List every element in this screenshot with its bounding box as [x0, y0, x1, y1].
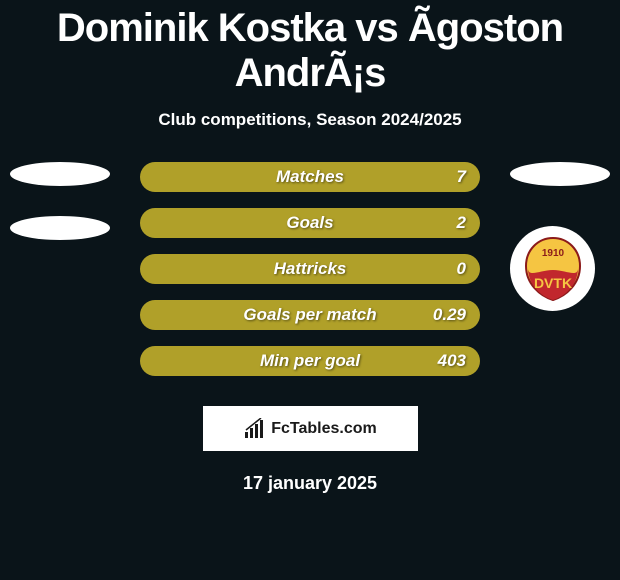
stat-value-right: 0 [457, 259, 466, 279]
stat-label: Min per goal [260, 351, 360, 371]
svg-text:DVTK: DVTK [533, 275, 571, 291]
dvtk-logo-icon: 1910 DVTK [518, 234, 588, 304]
page-title: Dominik Kostka vs Ãgoston AndrÃ¡s [0, 0, 620, 96]
stat-bar-hattricks: Hattricks 0 [140, 254, 480, 284]
stat-value-right: 2 [457, 213, 466, 233]
stat-bar-goals-per-match: Goals per match 0.29 [140, 300, 480, 330]
stat-bar-goals: Goals 2 [140, 208, 480, 238]
subtitle: Club competitions, Season 2024/2025 [0, 110, 620, 130]
stat-value-right: 0.29 [433, 305, 466, 325]
club-logo-badge: 1910 DVTK [510, 226, 595, 311]
svg-text:1910: 1910 [541, 248, 564, 259]
player-badge-ellipse [10, 162, 110, 186]
footer-brand-text: FcTables.com [271, 420, 377, 438]
stat-label: Goals per match [243, 305, 376, 325]
player-badge-ellipse [510, 162, 610, 186]
stat-bar-min-per-goal: Min per goal 403 [140, 346, 480, 376]
stat-label: Goals [286, 213, 333, 233]
date-text: 17 january 2025 [0, 473, 620, 494]
stats-area: 1910 DVTK Matches 7 Goals 2 Hattricks 0 … [0, 162, 620, 382]
right-player-badges: 1910 DVTK [510, 162, 610, 311]
left-player-badges [10, 162, 110, 270]
stat-label: Hattricks [274, 259, 347, 279]
footer-brand-box: FcTables.com [203, 406, 418, 451]
stat-value-right: 403 [438, 351, 466, 371]
stat-label: Matches [276, 167, 344, 187]
stat-bar-matches: Matches 7 [140, 162, 480, 192]
stat-bars: Matches 7 Goals 2 Hattricks 0 Goals per … [140, 162, 480, 392]
stat-value-right: 7 [457, 167, 466, 187]
player-badge-ellipse [10, 216, 110, 240]
chart-icon [243, 418, 265, 440]
